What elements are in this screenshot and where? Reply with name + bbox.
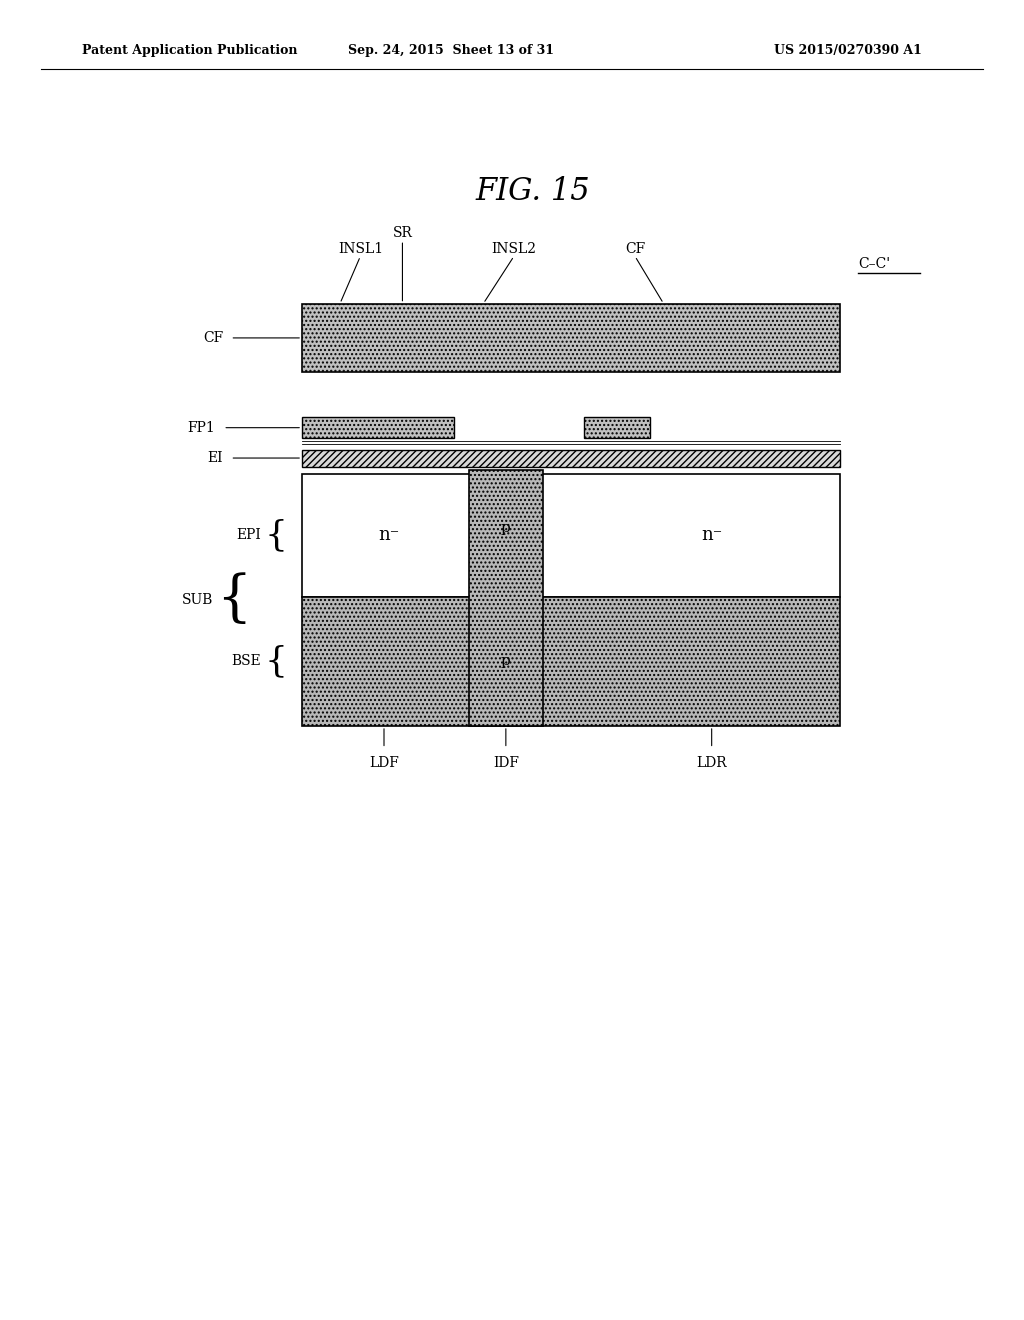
Text: {: { bbox=[265, 519, 288, 552]
Bar bbox=[302, 304, 840, 372]
Text: Sep. 24, 2015  Sheet 13 of 31: Sep. 24, 2015 Sheet 13 of 31 bbox=[347, 44, 554, 57]
Text: FIG. 15: FIG. 15 bbox=[475, 176, 590, 207]
Text: p: p bbox=[501, 655, 511, 668]
Bar bbox=[302, 450, 840, 467]
Text: p: p bbox=[501, 521, 511, 535]
Text: Patent Application Publication: Patent Application Publication bbox=[82, 44, 297, 57]
Text: SR: SR bbox=[392, 226, 413, 240]
Bar bbox=[302, 417, 454, 438]
Bar bbox=[469, 470, 543, 726]
Text: LDR: LDR bbox=[696, 756, 727, 771]
Text: n⁻: n⁻ bbox=[701, 525, 722, 544]
Text: n⁻: n⁻ bbox=[379, 525, 399, 544]
Text: BSE: BSE bbox=[231, 655, 261, 668]
Text: CF: CF bbox=[625, 242, 645, 256]
Text: {: { bbox=[265, 644, 288, 678]
Text: FP1: FP1 bbox=[187, 421, 215, 434]
Text: CF: CF bbox=[203, 331, 223, 345]
Text: C–C': C–C' bbox=[858, 257, 890, 271]
Text: {: { bbox=[216, 573, 251, 627]
Text: INSL1: INSL1 bbox=[338, 242, 383, 256]
Text: LDF: LDF bbox=[369, 756, 399, 771]
Bar bbox=[302, 597, 840, 726]
Text: INSL2: INSL2 bbox=[492, 242, 537, 256]
Text: EPI: EPI bbox=[237, 528, 261, 543]
Text: SUB: SUB bbox=[181, 593, 213, 607]
Bar bbox=[302, 474, 840, 597]
Bar bbox=[584, 417, 650, 438]
Text: EI: EI bbox=[208, 451, 223, 465]
Text: US 2015/0270390 A1: US 2015/0270390 A1 bbox=[774, 44, 922, 57]
Text: IDF: IDF bbox=[493, 756, 519, 771]
